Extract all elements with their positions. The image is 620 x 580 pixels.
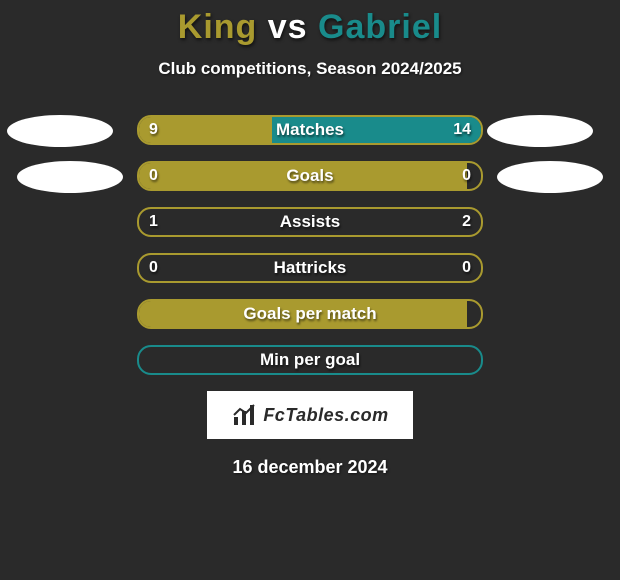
player2-name: Gabriel [318,8,442,46]
player1-name: King [178,8,258,46]
vs-text: vs [268,8,308,46]
stat-value-p1: 0 [139,255,168,281]
stat-value-p2: 14 [443,117,481,143]
source-badge-text: FcTables.com [263,405,388,426]
stat-value-p1: 9 [139,117,168,143]
snapshot-date: 16 december 2024 [0,457,620,478]
bars-layer: Matches914Goals00Assists12Hattricks00Goa… [0,115,620,375]
stat-bar: Assists1 2 [137,207,483,237]
stat-label: Goals per match [139,301,481,327]
stat-value-p2: 2 [452,209,481,235]
comparison-title: King vs Gabriel [0,0,620,47]
stats-arena: Matches914Goals00Assists12Hattricks00Goa… [0,115,620,375]
stat-value-p1: 0 [139,163,168,189]
stat-label: Goals [139,163,481,189]
fctables-logo-icon [231,402,257,428]
stat-bar: Min per goal [137,345,483,375]
stat-label: Assists [139,209,481,235]
stat-bar: Hattricks0 0 [137,253,483,283]
decorative-ellipse-right [487,115,593,147]
stat-label: Matches [139,117,481,143]
stat-bar: Goals per match [137,299,483,329]
source-badge: FcTables.com [207,391,413,439]
subtitle: Club competitions, Season 2024/2025 [0,59,620,79]
decorative-ellipse-left [7,115,113,147]
stat-bar: Goals0 0 [137,161,483,191]
stat-value-p2: 0 [452,163,481,189]
stat-bar: Matches9 14 [137,115,483,145]
stat-value-p2: 0 [452,255,481,281]
decorative-ellipse-right [497,161,603,193]
stat-value-p1: 1 [139,209,168,235]
stat-label: Hattricks [139,255,481,281]
stat-label: Min per goal [139,347,481,373]
decorative-ellipse-left [17,161,123,193]
